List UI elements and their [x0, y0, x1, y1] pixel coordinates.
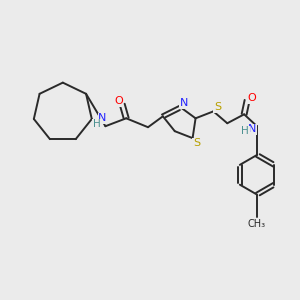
Text: O: O	[114, 97, 123, 106]
Text: N: N	[179, 98, 188, 108]
Text: H: H	[241, 126, 249, 136]
Text: N: N	[98, 113, 106, 123]
Text: CH₃: CH₃	[248, 219, 266, 229]
Text: S: S	[193, 138, 200, 148]
Text: N: N	[248, 124, 256, 134]
Text: S: S	[214, 102, 221, 112]
Text: H: H	[93, 119, 101, 129]
Text: O: O	[248, 94, 256, 103]
